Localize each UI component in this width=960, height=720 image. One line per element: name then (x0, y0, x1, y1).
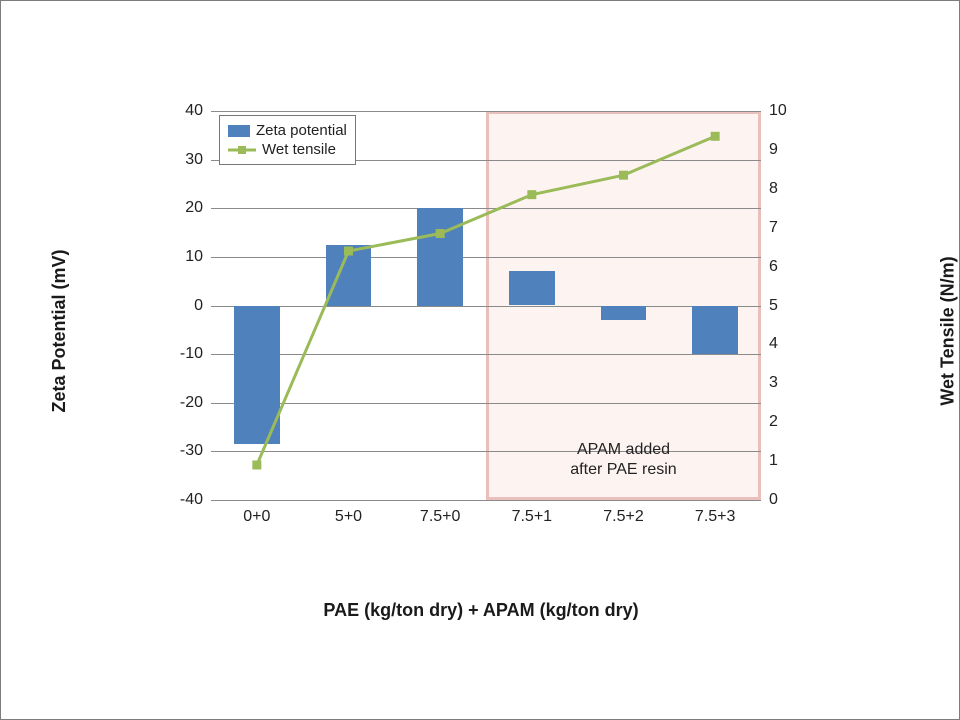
bar (417, 208, 463, 305)
chart-wrap: Zeta Potential (mV) Wet Tensile (N/m) PA… (141, 111, 821, 551)
xtick-label: 7.5+1 (512, 508, 552, 526)
ytick-left: 10 (185, 248, 203, 266)
ytick-left: -20 (180, 394, 203, 412)
bar (326, 245, 372, 306)
grid-line (211, 111, 761, 112)
bar (234, 306, 280, 445)
highlight-annotation-line2: after PAE resin (554, 460, 694, 480)
ytick-left: 0 (194, 297, 203, 315)
ytick-right: 3 (769, 374, 778, 392)
bar (601, 306, 647, 321)
ytick-left: -10 (180, 345, 203, 363)
ytick-left: 40 (185, 102, 203, 120)
ytick-right: 1 (769, 452, 778, 470)
bar (509, 271, 555, 305)
xtick-label: 7.5+2 (603, 508, 643, 526)
grid-line (211, 306, 761, 307)
xtick-label: 7.5+0 (420, 508, 460, 526)
ytick-right: 8 (769, 180, 778, 198)
x-axis-label: PAE (kg/ton dry) + APAM (kg/ton dry) (323, 600, 638, 621)
ytick-right: 5 (769, 297, 778, 315)
legend-swatch-bar-icon (228, 125, 250, 137)
legend-swatch-line-icon (228, 144, 256, 156)
highlight-annotation: APAM addedafter PAE resin (554, 440, 694, 480)
ytick-left: 30 (185, 151, 203, 169)
ytick-right: 6 (769, 258, 778, 276)
legend-item: Zeta potential (228, 122, 347, 139)
ytick-right: 2 (769, 413, 778, 431)
xtick-label: 5+0 (335, 508, 362, 526)
plot-area: -40-30-20-100102030400123456789100+05+07… (211, 111, 761, 501)
grid-line (211, 403, 761, 404)
y-axis-left-label: Zeta Potential (mV) (49, 249, 70, 412)
ytick-right: 9 (769, 141, 778, 159)
legend-item-label: Wet tensile (262, 141, 336, 158)
legend-item: Wet tensile (228, 141, 347, 158)
xtick-label: 0+0 (243, 508, 270, 526)
line-marker (252, 460, 261, 469)
legend: Zeta potential Wet tensile (219, 115, 356, 165)
legend-item-label: Zeta potential (256, 122, 347, 139)
ytick-right: 4 (769, 335, 778, 353)
y-axis-right-label: Wet Tensile (N/m) (937, 256, 958, 405)
xtick-label: 7.5+3 (695, 508, 735, 526)
grid-line (211, 354, 761, 355)
ytick-right: 7 (769, 219, 778, 237)
ytick-left: -30 (180, 442, 203, 460)
ytick-right: 0 (769, 491, 778, 509)
ytick-right: 10 (769, 102, 787, 120)
highlight-annotation-line1: APAM added (554, 440, 694, 460)
grid-line (211, 257, 761, 258)
grid-line (211, 208, 761, 209)
ytick-left: -40 (180, 491, 203, 509)
chart-stage: Zeta Potential (mV) Wet Tensile (N/m) PA… (0, 0, 960, 720)
bar (692, 306, 738, 355)
grid-line (211, 500, 761, 501)
ytick-left: 20 (185, 199, 203, 217)
